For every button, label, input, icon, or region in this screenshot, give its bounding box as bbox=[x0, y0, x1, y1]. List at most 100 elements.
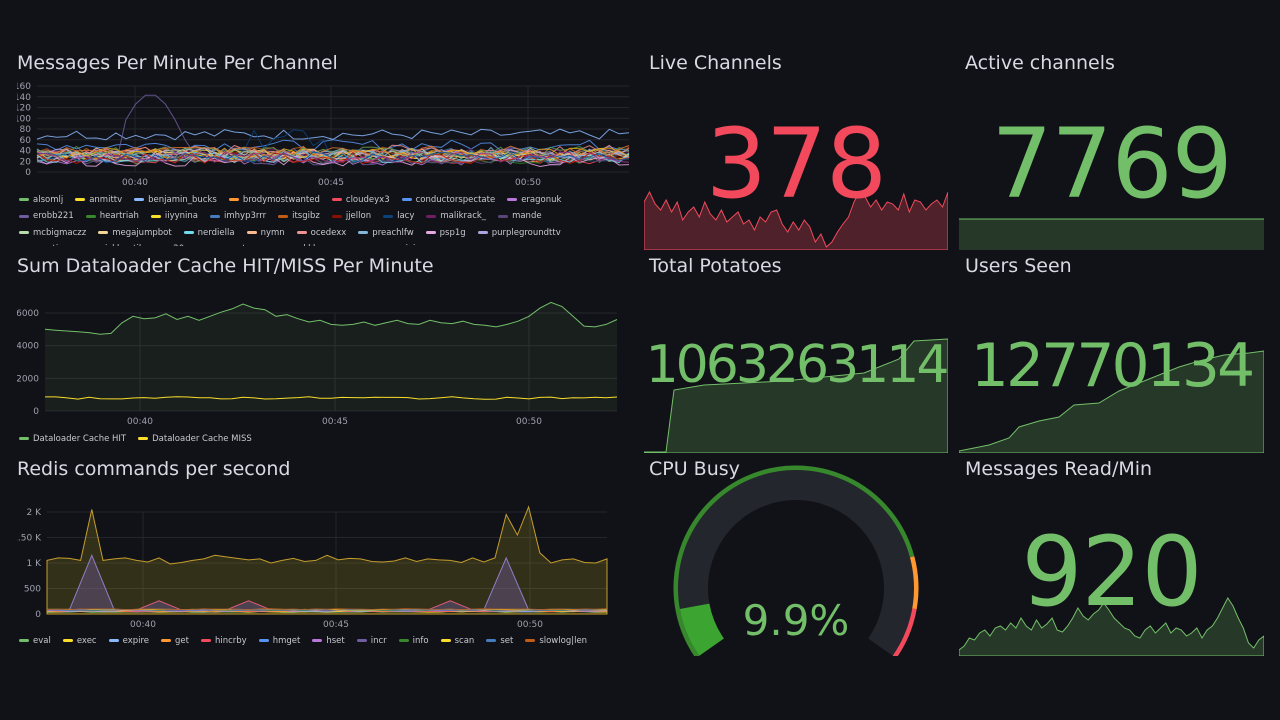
panel-title[interactable]: Redis commands per second bbox=[17, 458, 291, 480]
legend-swatch bbox=[331, 198, 342, 201]
y-tick-label: 6000 bbox=[17, 309, 39, 319]
legend-item[interactable]: eragonuk bbox=[507, 192, 561, 208]
panel-title[interactable]: Users Seen bbox=[965, 255, 1072, 277]
legend-item[interactable]: cloudeyx3 bbox=[331, 192, 390, 208]
legend-item[interactable]: info bbox=[398, 633, 429, 649]
legend-label: hmget bbox=[272, 635, 301, 646]
legend-label: psp1g bbox=[439, 227, 466, 238]
legend-swatch bbox=[425, 231, 436, 234]
active-channels-value: 7769 bbox=[991, 108, 1232, 220]
legend-item[interactable]: expire bbox=[108, 633, 150, 649]
legend-label: lacy bbox=[397, 211, 415, 221]
legend-item[interactable]: exec bbox=[62, 633, 97, 649]
legend-item[interactable]: hset bbox=[312, 633, 345, 649]
legend-item[interactable]: benjamin_bucks bbox=[134, 192, 217, 208]
legend-item[interactable]: rezyytm bbox=[205, 241, 254, 246]
legend-swatch bbox=[19, 231, 29, 234]
legend-item[interactable]: quickhuntik bbox=[80, 241, 144, 246]
legend-item[interactable]: megajumpbot bbox=[98, 225, 172, 241]
legend-item[interactable]: vixi bbox=[387, 241, 416, 246]
panel-title[interactable]: Live Channels bbox=[649, 52, 782, 74]
legend-label: expire bbox=[122, 635, 150, 646]
y-tick-label: 2 K bbox=[27, 508, 43, 518]
legend-item[interactable]: r20cs bbox=[156, 241, 193, 246]
y-tick-label: 60 bbox=[20, 136, 32, 146]
legend-item[interactable]: Dataloader Cache HIT bbox=[19, 431, 126, 447]
legend-item[interactable]: iiyynina bbox=[150, 208, 199, 224]
panel-title[interactable]: Sum Dataloader Cache HIT/MISS Per Minute bbox=[17, 255, 434, 277]
legend-label: preachlfw bbox=[372, 227, 414, 238]
y-tick-label: 1 K bbox=[27, 559, 43, 569]
legend-label: incr bbox=[370, 635, 387, 646]
panel-title[interactable]: Messages Per Minute Per Channel bbox=[17, 52, 338, 74]
legend-item[interactable]: incr bbox=[356, 633, 387, 649]
series-area-exec bbox=[46, 505, 608, 615]
legend-item[interactable]: get bbox=[161, 633, 189, 649]
panel-cpu-busy: CPU Busy 9.9% bbox=[644, 458, 948, 656]
legend-item[interactable]: purplegroundttv bbox=[477, 225, 561, 241]
legend-item[interactable]: itsgibz bbox=[278, 208, 320, 224]
legend-item[interactable]: erobb221 bbox=[19, 208, 74, 224]
legend-swatch bbox=[426, 214, 437, 218]
legend-item[interactable]: samukkha bbox=[266, 241, 324, 246]
y-tick-label: 100 bbox=[17, 114, 31, 124]
legend-item[interactable]: mcbigmaczz bbox=[19, 225, 86, 241]
legend-label: get bbox=[175, 635, 189, 646]
x-tick-label: 00:40 bbox=[130, 620, 156, 630]
legend-item[interactable]: conductorspectate bbox=[401, 192, 496, 208]
legend-label: purplegroundttv bbox=[491, 227, 561, 238]
legend-swatch bbox=[278, 214, 289, 218]
panel-redis-commands: Redis commands per second 2 K 1.50 K 1 K 50… bbox=[17, 458, 632, 652]
legend-item[interactable]: lacy bbox=[383, 208, 414, 224]
legend-label: eval bbox=[33, 635, 51, 646]
legend-label: iiyynina bbox=[164, 211, 199, 221]
legend-label: Dataloader Cache HIT bbox=[33, 433, 127, 444]
legend-item[interactable]: heartriah bbox=[85, 208, 139, 224]
dataloader-legend: Dataloader Cache HIT Dataloader Cache MIS… bbox=[19, 430, 624, 447]
cpu-gauge bbox=[673, 465, 919, 656]
legend-item[interactable]: eval bbox=[19, 633, 51, 649]
legend-swatch bbox=[183, 231, 194, 234]
legend-item[interactable]: psp1g bbox=[425, 225, 466, 241]
panel-title[interactable]: Messages Read/Min bbox=[965, 458, 1153, 480]
messages-legend: alsomlj anmittv benjamin_bucks brodymostwan… bbox=[19, 191, 624, 246]
legend-item[interactable]: mande bbox=[498, 208, 542, 224]
legend-item[interactable]: scan bbox=[440, 633, 474, 649]
legend-item[interactable]: hincrby bbox=[200, 633, 247, 649]
dataloader-chart[interactable]: 6000 4000 2000 0 00:40 00:45 00:50 bbox=[17, 255, 632, 449]
legend-label: cloudeyx3 bbox=[345, 194, 390, 205]
legend-item[interactable]: jjellon bbox=[331, 208, 372, 224]
legend-label: erobb221 bbox=[33, 211, 74, 221]
legend-item[interactable]: brodymostwanted bbox=[228, 192, 320, 208]
series-line bbox=[36, 128, 630, 141]
panel-users-seen: Users Seen 12770134 bbox=[959, 255, 1264, 453]
messages-read-value: 920 bbox=[1021, 516, 1202, 628]
legend-item[interactable]: hmget bbox=[258, 633, 301, 649]
panel-title[interactable]: Active channels bbox=[965, 52, 1115, 74]
legend-swatch bbox=[358, 231, 369, 234]
legend-item[interactable]: slowlog|len bbox=[525, 633, 587, 649]
legend-item[interactable]: ocedexx bbox=[296, 225, 346, 241]
panel-title[interactable]: Total Potatoes bbox=[649, 255, 782, 277]
legend-label: vixi bbox=[401, 241, 416, 246]
legend-item[interactable]: malikrack_ bbox=[426, 208, 486, 224]
legend-label: conductorspectate bbox=[415, 194, 496, 205]
redis-chart[interactable]: 2 K 1.50 K 1 K 500 0 00:40 00:45 00:50 bbox=[17, 458, 632, 652]
active-channels-sparkline bbox=[959, 218, 1264, 250]
legend-item[interactable]: set bbox=[486, 633, 513, 649]
legend-item[interactable]: alsomlj bbox=[19, 192, 63, 208]
panel-title[interactable]: CPU Busy bbox=[649, 458, 740, 480]
legend-item[interactable]: quertixx bbox=[19, 241, 68, 246]
legend-item[interactable]: imhyp3rrr bbox=[210, 208, 266, 224]
legend-item[interactable]: space bbox=[336, 241, 375, 246]
legend-item[interactable]: preachlfw bbox=[358, 225, 414, 241]
legend-label: jjellon bbox=[345, 211, 372, 221]
legend-label: alsomlj bbox=[33, 194, 64, 205]
users-seen-sparkline bbox=[959, 350, 1264, 453]
legend-item[interactable]: nerdiella bbox=[183, 225, 235, 241]
legend-item[interactable]: nymn bbox=[246, 225, 285, 241]
legend-item[interactable]: Dataloader Cache MISS bbox=[138, 431, 252, 447]
x-tick-label: 00:40 bbox=[127, 417, 153, 427]
legend-item[interactable]: anmittv bbox=[75, 192, 122, 208]
